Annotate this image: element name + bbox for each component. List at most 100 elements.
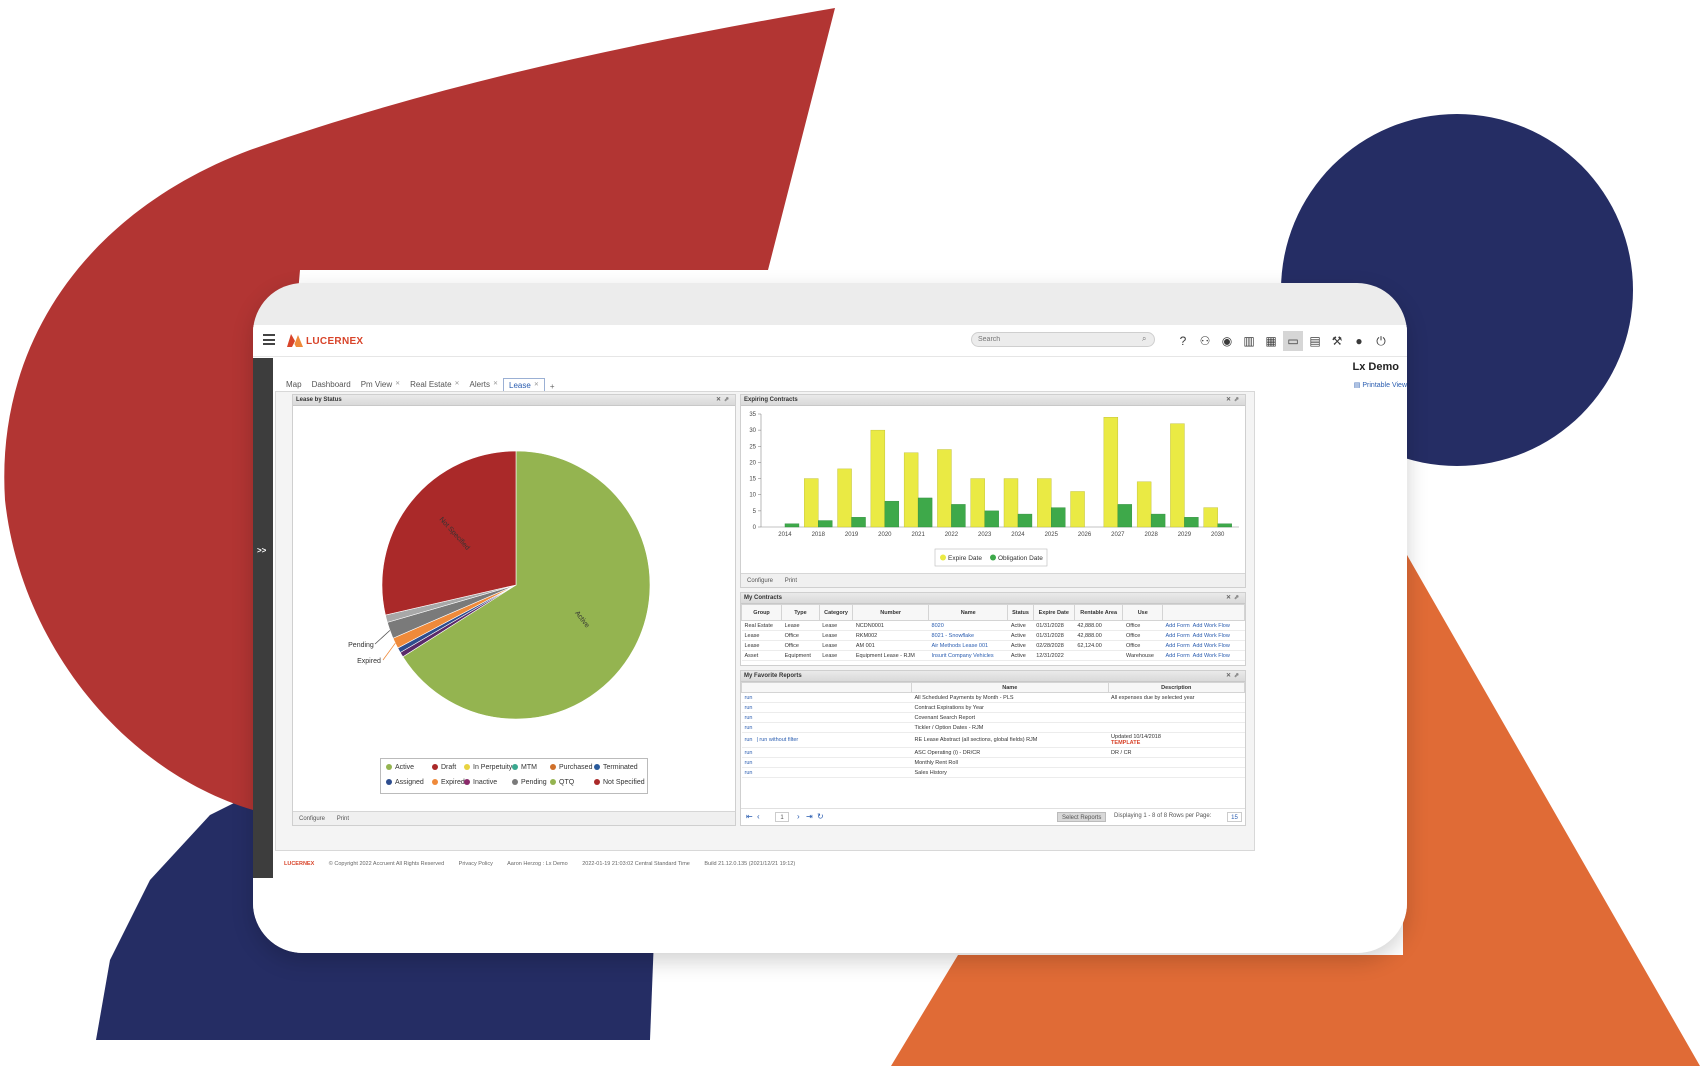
panel-controls[interactable]: ✕⇗ <box>1225 673 1242 679</box>
table-cell[interactable]: Insurit Company Vehicles <box>928 650 1008 661</box>
bar-expire-date[interactable] <box>837 468 852 528</box>
add-work-flow-link[interactable]: Add Work Flow <box>1192 642 1230 649</box>
table-row[interactable]: run | run without filter RE Lease Abstract… <box>741 732 1245 748</box>
run-link[interactable]: run <box>744 769 753 776</box>
bar-obligation-date[interactable] <box>1217 523 1232 528</box>
bar-expire-date[interactable] <box>1136 481 1152 528</box>
bar-obligation-date[interactable] <box>818 520 833 528</box>
legend-item[interactable]: MTM <box>512 764 537 771</box>
table-cell[interactable]: 8021 - Snowflake <box>928 630 1008 641</box>
print-link[interactable]: Print <box>784 578 798 584</box>
column-header[interactable]: Group <box>740 604 783 621</box>
table-row[interactable]: run Sales History <box>741 767 1245 778</box>
user-icon[interactable]: ● <box>1355 334 1363 348</box>
column-header[interactable]: Description <box>1107 682 1246 693</box>
tab-alerts[interactable]: Alerts ✕ <box>465 378 503 391</box>
tab-map[interactable]: Map <box>281 378 307 391</box>
add-work-flow-link[interactable]: Add Work Flow <box>1192 622 1230 629</box>
close-tab-icon[interactable]: ✕ <box>395 381 401 387</box>
panel-controls[interactable]: ✕⇗ <box>1225 397 1242 403</box>
close-tab-icon[interactable]: ✕ <box>454 381 460 387</box>
table-row[interactable]: Lease Office Lease AM 001 Air Methods Lease … <box>741 640 1245 651</box>
bar-expire-date[interactable] <box>1070 491 1085 528</box>
bar-expire-date[interactable] <box>1037 478 1052 528</box>
wrench-icon[interactable]: ⚒ <box>1331 334 1343 348</box>
pie-slice-active[interactable] <box>402 450 651 720</box>
add-form-link[interactable]: Add Form <box>1165 642 1190 649</box>
bar-expire-date[interactable] <box>870 429 886 528</box>
select-reports-button[interactable]: Select Reports <box>1057 812 1107 822</box>
expand-sidebar-toggle[interactable]: >> <box>257 546 267 555</box>
add-form-link[interactable]: Add Form <box>1165 652 1190 659</box>
collapsed-sidebar[interactable]: >> <box>253 358 273 878</box>
column-header[interactable]: Expire Date <box>1032 604 1075 621</box>
tab-pm-view[interactable]: Pm View ✕ <box>356 378 405 391</box>
next-page-icon[interactable]: › <box>797 812 800 821</box>
run-link[interactable]: run <box>744 749 753 756</box>
search-icon[interactable]: ⌕ <box>1142 334 1147 343</box>
table-row[interactable]: run Tickler / Option Dates - RJM <box>741 722 1245 733</box>
legend-item[interactable]: In Perpetuity <box>464 764 512 771</box>
bar-obligation-date[interactable] <box>851 517 866 528</box>
bar-obligation-date[interactable] <box>784 523 800 528</box>
add-form-link[interactable]: Add Form <box>1165 632 1190 639</box>
run-link[interactable]: run <box>744 724 753 731</box>
add-tab-button[interactable]: + <box>549 382 555 391</box>
print-link[interactable]: Print <box>336 816 350 822</box>
configure-link[interactable]: Configure <box>299 816 326 822</box>
table-row[interactable]: run Monthly Rent Roll <box>741 757 1245 768</box>
column-header[interactable]: Number <box>852 604 930 621</box>
rows-per-page-select[interactable]: 15 <box>1227 812 1242 822</box>
refresh-icon[interactable]: ↻ <box>817 812 824 821</box>
bar-expire-date[interactable] <box>1203 507 1218 528</box>
bar-expire-date[interactable] <box>1170 423 1185 528</box>
table-row[interactable]: Lease Office Lease RKM002 8021 - Snowflake Ac… <box>741 630 1245 641</box>
close-tab-icon[interactable]: ✕ <box>533 382 539 388</box>
bar-obligation-date[interactable] <box>1150 513 1166 528</box>
last-page-icon[interactable]: ⇥ <box>806 812 813 821</box>
power-icon[interactable]: ⏻ <box>1376 334 1386 348</box>
table-row[interactable]: run Covenant Search Report <box>741 712 1245 723</box>
legend-item[interactable]: QTQ <box>550 779 574 786</box>
column-header[interactable]: Status <box>1007 604 1034 621</box>
bar-obligation-date[interactable] <box>984 510 999 528</box>
eye-icon[interactable]: ◉ <box>1221 334 1233 348</box>
table-cell[interactable]: 8020 <box>928 620 1008 631</box>
tab-real-estate[interactable]: Real Estate ✕ <box>405 378 464 391</box>
legend-item[interactable]: Pending <box>512 779 547 786</box>
legend-item[interactable]: Terminated <box>594 764 638 771</box>
tab-dashboard[interactable]: Dashboard <box>307 378 356 391</box>
bar-expire-date[interactable] <box>970 478 985 528</box>
table-row[interactable]: run ASC Operating (i) - DR/CR DR / CR <box>741 747 1245 758</box>
legend-item[interactable]: Active <box>386 764 414 771</box>
legend-item[interactable]: Not Specified <box>594 779 645 786</box>
table-cell[interactable]: Air Methods Lease 001 <box>928 640 1008 651</box>
hamburger-menu-icon[interactable] <box>263 334 275 345</box>
prev-page-icon[interactable]: ‹ <box>757 812 760 821</box>
tab-lease[interactable]: Lease ✕ <box>503 378 545 391</box>
run-without-filter-link[interactable]: | run without filter <box>756 737 799 743</box>
legend-item[interactable]: Purchased <box>550 764 592 771</box>
run-link[interactable]: run <box>744 704 753 711</box>
legend-item[interactable]: Draft <box>432 764 456 771</box>
run-link[interactable]: run <box>744 714 753 721</box>
column-header[interactable]: Category <box>818 604 854 621</box>
bar-chart-icon[interactable]: ▥ <box>1243 334 1255 348</box>
search-input[interactable] <box>971 332 1155 347</box>
calendar-icon[interactable]: ▦ <box>1265 334 1277 348</box>
hierarchy-icon[interactable]: ⚇ <box>1199 334 1211 348</box>
add-work-flow-link[interactable]: Add Work Flow <box>1192 652 1230 659</box>
bar-expire-date[interactable] <box>903 452 919 528</box>
bar-obligation-date[interactable] <box>1051 507 1066 528</box>
add-work-flow-link[interactable]: Add Work Flow <box>1192 632 1230 639</box>
first-page-icon[interactable]: ⇤ <box>746 812 753 821</box>
column-header[interactable]: Use <box>1122 604 1163 621</box>
monitor-icon[interactable]: ▭ <box>1283 331 1303 351</box>
run-link[interactable]: run <box>744 737 753 743</box>
add-form-link[interactable]: Add Form <box>1165 622 1190 629</box>
table-row[interactable]: Asset Equipment Lease Equipment Lease - RJM… <box>741 650 1245 661</box>
panel-controls[interactable]: ✕⇗ <box>1225 595 1242 601</box>
bar-expire-date[interactable] <box>937 449 952 528</box>
help-icon[interactable]: ? <box>1179 334 1187 348</box>
table-row[interactable]: run All Scheduled Payments by Month - PLS… <box>741 692 1245 703</box>
